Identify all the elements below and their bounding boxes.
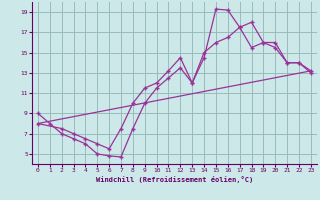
X-axis label: Windchill (Refroidissement éolien,°C): Windchill (Refroidissement éolien,°C)	[96, 176, 253, 183]
